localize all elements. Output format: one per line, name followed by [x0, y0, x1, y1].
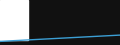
Bar — [0, 0, 28, 40]
